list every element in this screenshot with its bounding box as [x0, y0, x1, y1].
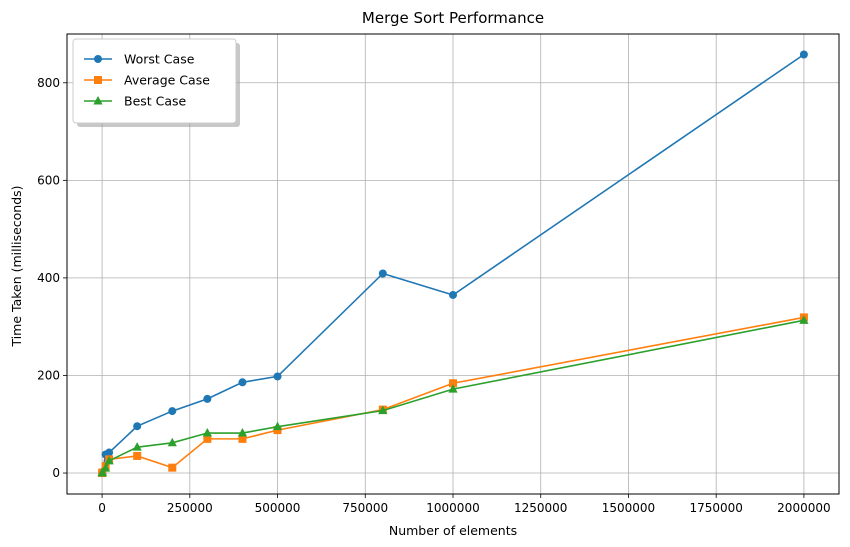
- legend-marker-average-case: [94, 76, 102, 84]
- series-best-case: [97, 315, 809, 477]
- data-point-average-case: [133, 451, 142, 460]
- x-tick-label: 1000000: [426, 501, 479, 515]
- data-point-worst-case: [203, 394, 212, 403]
- data-point-average-case: [203, 434, 212, 443]
- series-layer: [97, 50, 809, 478]
- legend-label-average-case: Average Case: [124, 73, 210, 88]
- x-tick-label: 1250000: [514, 501, 567, 515]
- legend-item-average-case: Average Case: [84, 73, 210, 88]
- data-point-best-case: [237, 428, 248, 437]
- legend-item-worst-case: Worst Case: [84, 52, 195, 67]
- data-point-worst-case: [273, 372, 282, 381]
- y-tick-label: 400: [37, 271, 60, 285]
- y-axis-label: Time Taken (milliseconds): [9, 185, 24, 347]
- x-axis-label: Number of elements: [389, 523, 517, 538]
- data-point-best-case: [202, 428, 212, 437]
- x-tick-label: 750000: [342, 501, 388, 515]
- chart-title: Merge Sort Performance: [362, 9, 544, 27]
- legend-item-best-case: Best Case: [84, 94, 187, 109]
- x-tick-label: 2000000: [777, 501, 830, 515]
- data-point-average-case: [238, 434, 247, 443]
- data-point-best-case: [378, 405, 388, 415]
- data-point-worst-case: [105, 448, 114, 457]
- data-point-average-case: [449, 379, 457, 388]
- y-tick-label: 800: [37, 76, 60, 90]
- x-tick-label: 250000: [167, 501, 213, 515]
- data-point-best-case: [132, 442, 142, 451]
- data-point-best-case: [799, 315, 809, 324]
- y-tick-label: 0: [52, 466, 60, 480]
- data-point-worst-case: [449, 290, 457, 299]
- data-point-worst-case: [238, 378, 247, 387]
- data-point-worst-case: [799, 50, 808, 59]
- legend-marker-worst-case: [94, 55, 102, 63]
- axis-ticks: 0 250000 500000 750000 1000000 1250000 1500000…: [37, 76, 831, 515]
- y-tick-label: 200: [37, 368, 60, 382]
- data-point-worst-case: [133, 422, 142, 431]
- data-point-worst-case: [168, 407, 177, 416]
- data-point-average-case: [168, 463, 177, 472]
- legend-box: [72, 38, 237, 124]
- x-tick-label: 0: [98, 501, 106, 515]
- data-point-best-case: [97, 467, 108, 477]
- legend-label-worst-case: Worst Case: [124, 52, 195, 67]
- x-tick-label: 500000: [255, 501, 301, 515]
- legend: Worst Case Average Case Best Case: [72, 38, 240, 127]
- data-point-best-case: [448, 384, 458, 393]
- data-point-best-case: [167, 437, 177, 447]
- data-point-best-case: [272, 421, 283, 431]
- data-point-best-case: [104, 455, 114, 465]
- data-point-worst-case: [378, 269, 387, 278]
- legend-label-best-case: Best Case: [124, 94, 187, 109]
- data-point-best-case: [101, 463, 111, 472]
- x-tick-label: 1500000: [602, 501, 655, 515]
- y-tick-label: 600: [37, 173, 60, 187]
- grid-lines: [67, 34, 839, 494]
- legend-marker-best-case: [93, 96, 103, 105]
- x-tick-label: 1750000: [689, 501, 742, 515]
